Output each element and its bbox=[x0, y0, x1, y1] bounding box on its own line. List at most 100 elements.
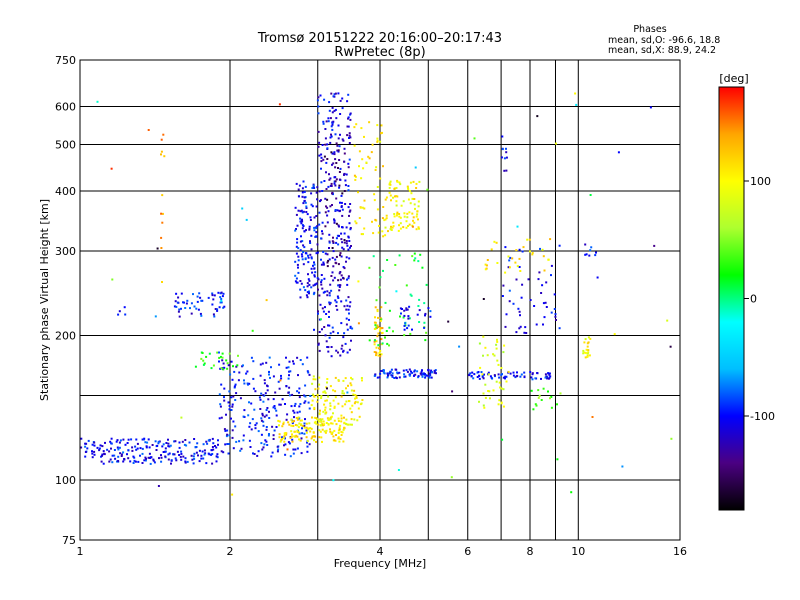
data-point bbox=[173, 305, 176, 308]
data-point bbox=[327, 185, 330, 188]
data-point bbox=[587, 349, 590, 352]
data-point bbox=[329, 177, 332, 180]
data-point bbox=[335, 305, 338, 307]
data-point bbox=[122, 451, 125, 454]
data-point bbox=[340, 414, 343, 417]
data-point bbox=[299, 439, 302, 442]
data-point bbox=[315, 215, 318, 217]
data-point bbox=[313, 229, 316, 232]
data-point bbox=[321, 307, 324, 310]
data-point bbox=[314, 435, 317, 438]
data-point bbox=[418, 227, 420, 230]
data-point bbox=[160, 456, 163, 459]
data-point bbox=[374, 373, 377, 376]
data-point bbox=[427, 369, 430, 372]
data-point bbox=[333, 176, 336, 179]
data-point bbox=[174, 300, 177, 303]
data-point bbox=[323, 403, 326, 406]
data-point bbox=[200, 357, 203, 360]
data-point bbox=[470, 375, 473, 377]
data-point bbox=[144, 456, 147, 459]
data-point bbox=[341, 214, 344, 217]
data-point bbox=[501, 295, 504, 297]
data-point bbox=[84, 445, 87, 448]
data-point bbox=[145, 457, 147, 460]
data-point bbox=[303, 199, 306, 202]
data-point bbox=[303, 190, 306, 193]
data-point bbox=[299, 419, 302, 422]
data-point bbox=[337, 149, 340, 152]
data-point bbox=[413, 252, 416, 255]
data-point bbox=[93, 444, 96, 447]
data-point bbox=[350, 376, 352, 379]
data-point bbox=[174, 457, 177, 460]
data-point bbox=[211, 453, 214, 455]
data-point bbox=[180, 416, 183, 419]
data-point bbox=[195, 451, 198, 454]
data-point bbox=[544, 301, 547, 304]
data-point bbox=[340, 255, 343, 258]
data-point bbox=[308, 292, 310, 295]
data-point bbox=[353, 389, 356, 392]
data-point bbox=[479, 366, 482, 369]
data-point bbox=[559, 392, 562, 395]
data-point bbox=[345, 242, 348, 245]
x-tick-label: 8 bbox=[527, 545, 534, 558]
data-point bbox=[259, 398, 262, 401]
data-point bbox=[388, 309, 391, 312]
data-point bbox=[348, 210, 351, 213]
data-point bbox=[337, 436, 340, 439]
data-point bbox=[243, 382, 246, 385]
data-point bbox=[379, 326, 382, 329]
data-point bbox=[312, 393, 314, 396]
data-point bbox=[543, 269, 546, 272]
data-point bbox=[404, 375, 407, 378]
data-point bbox=[349, 382, 352, 385]
data-point bbox=[374, 169, 377, 171]
data-point bbox=[501, 135, 504, 138]
data-point bbox=[324, 225, 327, 228]
data-point bbox=[450, 476, 453, 479]
data-point bbox=[250, 356, 253, 359]
data-point bbox=[495, 347, 498, 350]
data-point bbox=[336, 234, 339, 237]
data-point bbox=[281, 436, 284, 439]
data-point bbox=[283, 433, 286, 436]
data-point bbox=[396, 211, 399, 214]
data-point bbox=[489, 397, 491, 400]
data-point bbox=[390, 374, 393, 377]
data-point bbox=[169, 444, 172, 447]
data-point bbox=[327, 259, 330, 262]
data-point bbox=[334, 439, 337, 442]
data-point bbox=[333, 429, 336, 432]
data-point bbox=[376, 124, 379, 127]
data-point bbox=[368, 157, 371, 160]
data-point bbox=[386, 259, 389, 261]
data-point bbox=[340, 238, 343, 241]
data-point bbox=[505, 380, 508, 383]
data-point bbox=[315, 191, 318, 194]
data-point bbox=[341, 344, 344, 347]
data-point bbox=[517, 307, 520, 310]
data-point bbox=[531, 252, 534, 254]
data-point bbox=[332, 250, 335, 253]
data-point bbox=[198, 460, 201, 463]
data-point bbox=[328, 336, 331, 339]
data-point bbox=[316, 186, 319, 189]
data-point bbox=[330, 185, 333, 187]
data-point bbox=[310, 192, 313, 195]
data-point bbox=[424, 312, 427, 315]
data-point bbox=[167, 453, 170, 456]
data-point bbox=[381, 217, 384, 220]
data-point bbox=[328, 247, 330, 249]
colorbar-label: [deg] bbox=[719, 72, 748, 85]
data-point bbox=[351, 327, 354, 330]
data-point bbox=[346, 278, 348, 281]
data-point bbox=[509, 256, 512, 259]
data-point bbox=[508, 266, 511, 269]
data-point bbox=[332, 399, 335, 402]
data-point bbox=[412, 216, 415, 219]
data-point bbox=[319, 303, 322, 306]
data-point bbox=[239, 449, 242, 452]
data-point bbox=[176, 301, 179, 304]
